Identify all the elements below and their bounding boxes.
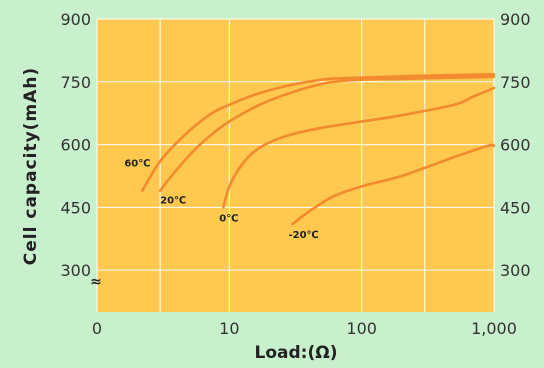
y-tick-right-4: 900 bbox=[500, 10, 531, 29]
y-tick-right-2: 600 bbox=[500, 136, 531, 155]
y-tick-left-4: 900 bbox=[60, 10, 91, 29]
tick-labels: 300 300 450 450 600 600 750 750 900 900 0 10 100 1,00… bbox=[60, 10, 530, 338]
x-tick-3: 1,000 bbox=[471, 319, 517, 338]
series-line-2 bbox=[222, 86, 496, 209]
x-tick-0: 0 bbox=[92, 319, 102, 338]
series-label-2: 0℃ bbox=[219, 213, 238, 224]
axis-break-symbol: ≈ bbox=[90, 274, 102, 290]
x-tick-1: 10 bbox=[219, 319, 239, 338]
series-lines: 60℃ 20℃ 0℃ -20℃ bbox=[124, 73, 496, 241]
series-line-1 bbox=[158, 75, 496, 192]
y-axis-title: Cell capacity(mAh) bbox=[21, 67, 41, 265]
y-tick-right-3: 750 bbox=[500, 73, 531, 92]
y-tick-left-2: 600 bbox=[60, 136, 91, 155]
y-tick-left-0: 300 bbox=[60, 261, 91, 280]
x-axis-title: Load:(Ω) bbox=[255, 343, 338, 363]
x-tick-2: 100 bbox=[346, 319, 377, 338]
series-label-1: 20℃ bbox=[160, 196, 186, 207]
series-line-0 bbox=[141, 73, 496, 192]
y-tick-left-3: 750 bbox=[60, 73, 91, 92]
y-tick-left-1: 450 bbox=[60, 198, 91, 217]
series-label-0: 60℃ bbox=[124, 159, 150, 170]
y-tick-right-1: 450 bbox=[500, 198, 531, 217]
series-label-3: -20℃ bbox=[288, 230, 318, 241]
grid bbox=[96, 18, 495, 312]
series-line-3 bbox=[291, 143, 496, 226]
y-tick-right-0: 300 bbox=[500, 261, 531, 280]
